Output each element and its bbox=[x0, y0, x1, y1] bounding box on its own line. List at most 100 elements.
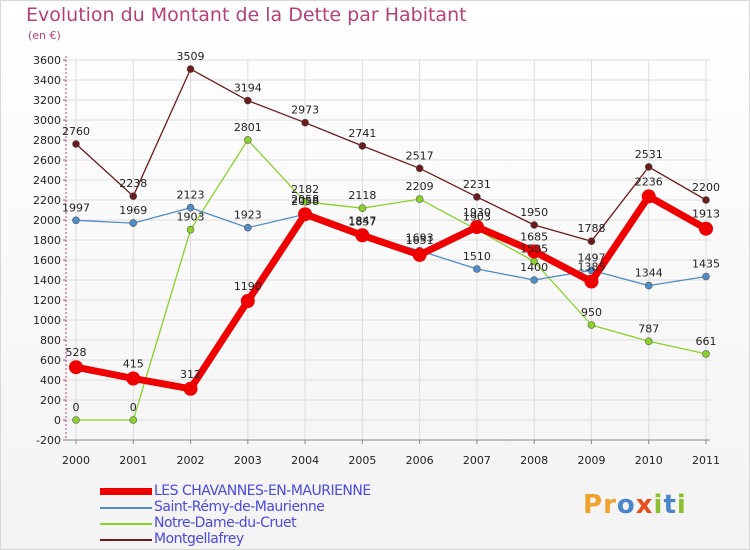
y-tick-label: 2800 bbox=[33, 134, 61, 147]
data-point bbox=[702, 272, 710, 281]
data-label: 787 bbox=[638, 322, 659, 335]
y-tick-label: 1400 bbox=[33, 274, 61, 287]
data-label: 2123 bbox=[177, 189, 205, 202]
data-label: 0 bbox=[73, 401, 80, 414]
data-point bbox=[473, 265, 481, 273]
data-label: 1497 bbox=[577, 251, 605, 264]
x-tick-label: 2008 bbox=[520, 454, 548, 467]
data-labels: 2760 2238 3509 3194 2973 2741 2517 2231 1950 1788… bbox=[62, 50, 720, 414]
y-tick-label: 600 bbox=[40, 354, 61, 367]
logo-letter: t bbox=[663, 490, 677, 520]
legend-label: Montgellafrey bbox=[154, 531, 244, 547]
x-tick-label: 2011 bbox=[692, 454, 720, 467]
data-label: 2058 bbox=[291, 193, 319, 206]
data-label: 1903 bbox=[177, 211, 205, 224]
y-tick-label: 800 bbox=[40, 334, 61, 347]
data-label: 2517 bbox=[406, 149, 434, 162]
data-label: 1510 bbox=[463, 250, 491, 263]
data-point bbox=[587, 237, 596, 245]
legend-item: Saint-Rémy-de-Maurienne bbox=[100, 499, 420, 516]
logo-letter: o bbox=[616, 490, 636, 520]
y-tick-label: 0 bbox=[54, 414, 61, 427]
data-label: 2760 bbox=[62, 125, 90, 138]
data-label: 1950 bbox=[520, 206, 548, 219]
logo-letter: i bbox=[676, 490, 687, 520]
y-tick-label: 400 bbox=[40, 374, 61, 387]
y-tick-label: 2200 bbox=[33, 194, 61, 207]
data-point bbox=[244, 223, 252, 232]
data-point bbox=[699, 221, 713, 236]
series-line-0 bbox=[75, 192, 708, 393]
data-label: 312 bbox=[180, 368, 201, 381]
data-label: 415 bbox=[123, 358, 144, 371]
data-point bbox=[244, 136, 252, 144]
data-point bbox=[244, 96, 252, 105]
data-label: 1344 bbox=[635, 267, 663, 280]
series-lines bbox=[69, 65, 713, 424]
data-label: 1847 bbox=[348, 214, 376, 227]
data-label: 3194 bbox=[234, 82, 262, 95]
logo-letter: x bbox=[635, 490, 654, 520]
x-tick-label: 2007 bbox=[463, 454, 491, 467]
data-label: 1385 bbox=[577, 261, 605, 274]
data-point bbox=[584, 274, 599, 289]
data-point bbox=[186, 203, 195, 212]
data-point bbox=[301, 118, 309, 127]
data-label: 1923 bbox=[234, 209, 262, 222]
data-point bbox=[358, 204, 367, 212]
data-point bbox=[469, 220, 484, 234]
data-point bbox=[240, 294, 255, 308]
data-label: 0 bbox=[130, 401, 137, 414]
logo-letter: P bbox=[583, 490, 604, 520]
data-point bbox=[473, 193, 481, 201]
data-point bbox=[530, 221, 538, 229]
data-point bbox=[702, 196, 710, 204]
legend-swatch bbox=[100, 523, 152, 525]
logo-letter: r bbox=[603, 490, 617, 520]
chart-unit-label: (en €) bbox=[28, 29, 61, 42]
data-label: 2209 bbox=[406, 180, 434, 193]
y-tick-label: 3600 bbox=[33, 54, 61, 67]
y-tick-label: 1800 bbox=[33, 234, 61, 247]
x-tick-label: 2006 bbox=[406, 454, 434, 467]
x-tick-label: 2001 bbox=[119, 454, 147, 467]
y-tick-label: 1000 bbox=[33, 314, 61, 327]
y-tick-label: 3000 bbox=[33, 114, 61, 127]
data-label: 2231 bbox=[463, 178, 491, 191]
data-point bbox=[358, 142, 367, 150]
data-point bbox=[72, 216, 80, 225]
proxiti-logo: Proxiti bbox=[583, 490, 687, 520]
data-point bbox=[355, 228, 370, 243]
series-line-3 bbox=[75, 68, 707, 242]
data-label: 1788 bbox=[577, 222, 605, 235]
data-label: 2182 bbox=[291, 183, 319, 196]
x-tick-label: 2004 bbox=[291, 454, 319, 467]
legend-label: Notre-Dame-du-Cruet bbox=[154, 515, 297, 531]
x-tick-label: 2000 bbox=[62, 454, 90, 467]
data-point bbox=[415, 164, 424, 173]
data-label: 2238 bbox=[119, 177, 147, 190]
data-label: 2200 bbox=[692, 181, 720, 194]
data-point bbox=[72, 140, 80, 148]
y-tick-label: 3200 bbox=[33, 94, 61, 107]
data-point bbox=[301, 198, 309, 206]
data-label: 2118 bbox=[348, 189, 376, 202]
x-tick-label: 2005 bbox=[348, 454, 376, 467]
data-label: 1913 bbox=[692, 208, 720, 221]
data-label: 2058 bbox=[291, 195, 319, 208]
data-point bbox=[527, 244, 542, 259]
y-tick-label: 1600 bbox=[33, 254, 61, 267]
legend-item: Montgellafrey bbox=[100, 531, 420, 548]
data-label: 2236 bbox=[635, 175, 663, 188]
axes: -200020040060080010001200140016001800200… bbox=[33, 54, 720, 467]
data-point bbox=[415, 195, 424, 203]
data-point bbox=[129, 192, 138, 200]
series-line-2 bbox=[76, 139, 707, 421]
legend-item: LES CHAVANNES-EN-MAURIENNE bbox=[100, 483, 420, 500]
data-label: 2741 bbox=[348, 127, 376, 140]
data-point bbox=[129, 416, 138, 424]
data-label: 1857 bbox=[348, 215, 376, 228]
x-tick-label: 2003 bbox=[234, 454, 262, 467]
